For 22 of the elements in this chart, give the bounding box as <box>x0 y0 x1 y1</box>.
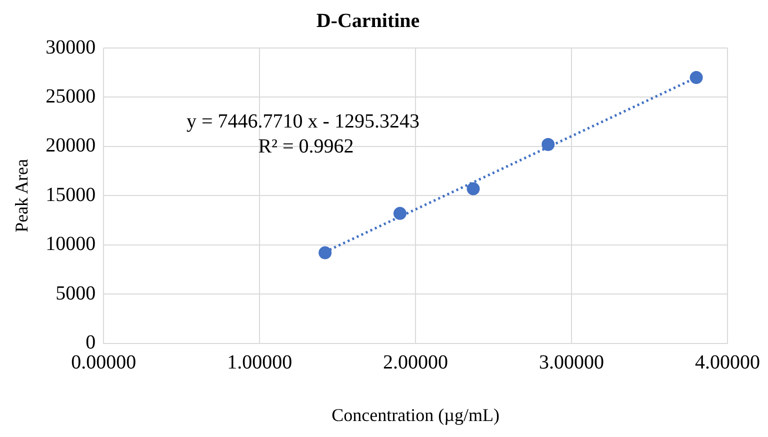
chart-title: D-Carnitine <box>316 10 420 32</box>
y-tick-label: 5000 <box>56 282 96 304</box>
annotation: y = 7446.7710 x - 1295.3243 <box>186 110 420 132</box>
x-tick-label: 0.00000 <box>71 352 136 374</box>
x-axis-title: Concentration (µg/mL) <box>332 404 500 425</box>
y-tick-label: 0 <box>86 332 96 354</box>
point <box>466 182 480 196</box>
y-tick-label: 10000 <box>46 233 96 256</box>
x-tick-label: 3.00000 <box>539 352 604 374</box>
point <box>393 206 406 220</box>
y-tick-label: 30000 <box>46 36 96 58</box>
point <box>542 138 555 151</box>
point <box>690 71 703 84</box>
x-tick-label: 4.00000 <box>695 352 760 374</box>
y-axis-title: Peak Area <box>12 158 32 232</box>
x-tick-label: 1.00000 <box>227 352 292 374</box>
point <box>318 246 332 260</box>
y-tick-label: 25000 <box>46 85 96 108</box>
y-tick-label: 15000 <box>46 184 96 206</box>
annotation: R² = 0.9962 <box>258 135 354 158</box>
y-tick-label: 20000 <box>46 134 96 157</box>
x-tick-label: 2.00000 <box>383 352 448 374</box>
